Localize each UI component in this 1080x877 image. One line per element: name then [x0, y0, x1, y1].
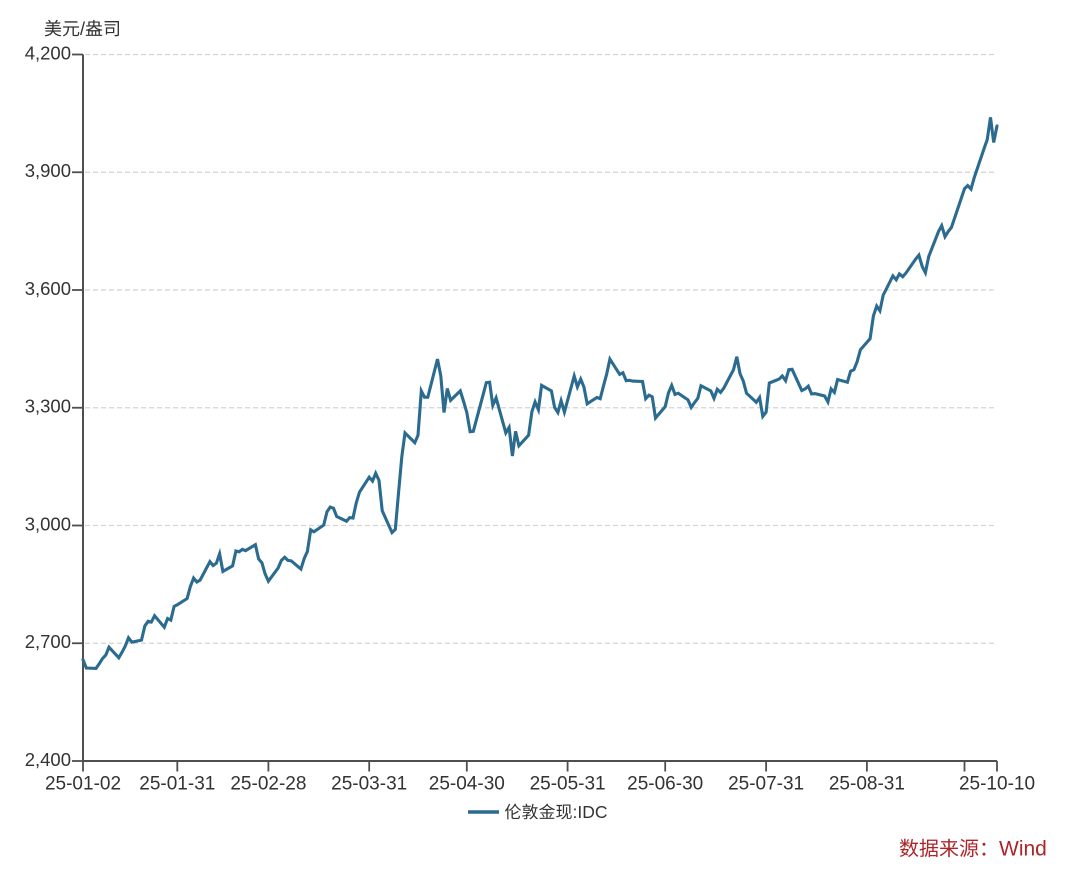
svg-text:25-04-30: 25-04-30 — [429, 774, 505, 795]
svg-text:25-06-30: 25-06-30 — [627, 774, 703, 795]
svg-text:3,300: 3,300 — [25, 396, 71, 417]
svg-text:2,400: 2,400 — [25, 749, 71, 770]
svg-text:4,200: 4,200 — [25, 42, 71, 63]
svg-text:25-03-31: 25-03-31 — [331, 774, 407, 795]
svg-text:25-08-31: 25-08-31 — [829, 774, 905, 795]
svg-text:25-05-31: 25-05-31 — [530, 774, 606, 795]
svg-text:3,000: 3,000 — [25, 513, 71, 534]
svg-text:3,600: 3,600 — [25, 278, 71, 299]
svg-text:25-01-31: 25-01-31 — [139, 774, 215, 795]
svg-text:/: / — [80, 19, 85, 39]
svg-text::IDC: :IDC — [573, 802, 608, 822]
svg-text:25-10-10: 25-10-10 — [959, 774, 1035, 795]
svg-text:25-07-31: 25-07-31 — [728, 774, 804, 795]
svg-text:25-01-02: 25-01-02 — [45, 774, 121, 795]
svg-text:3,900: 3,900 — [25, 160, 71, 181]
svg-text:2,700: 2,700 — [25, 631, 71, 652]
svg-text:Wind: Wind — [999, 838, 1047, 861]
svg-text:25-02-28: 25-02-28 — [230, 774, 306, 795]
